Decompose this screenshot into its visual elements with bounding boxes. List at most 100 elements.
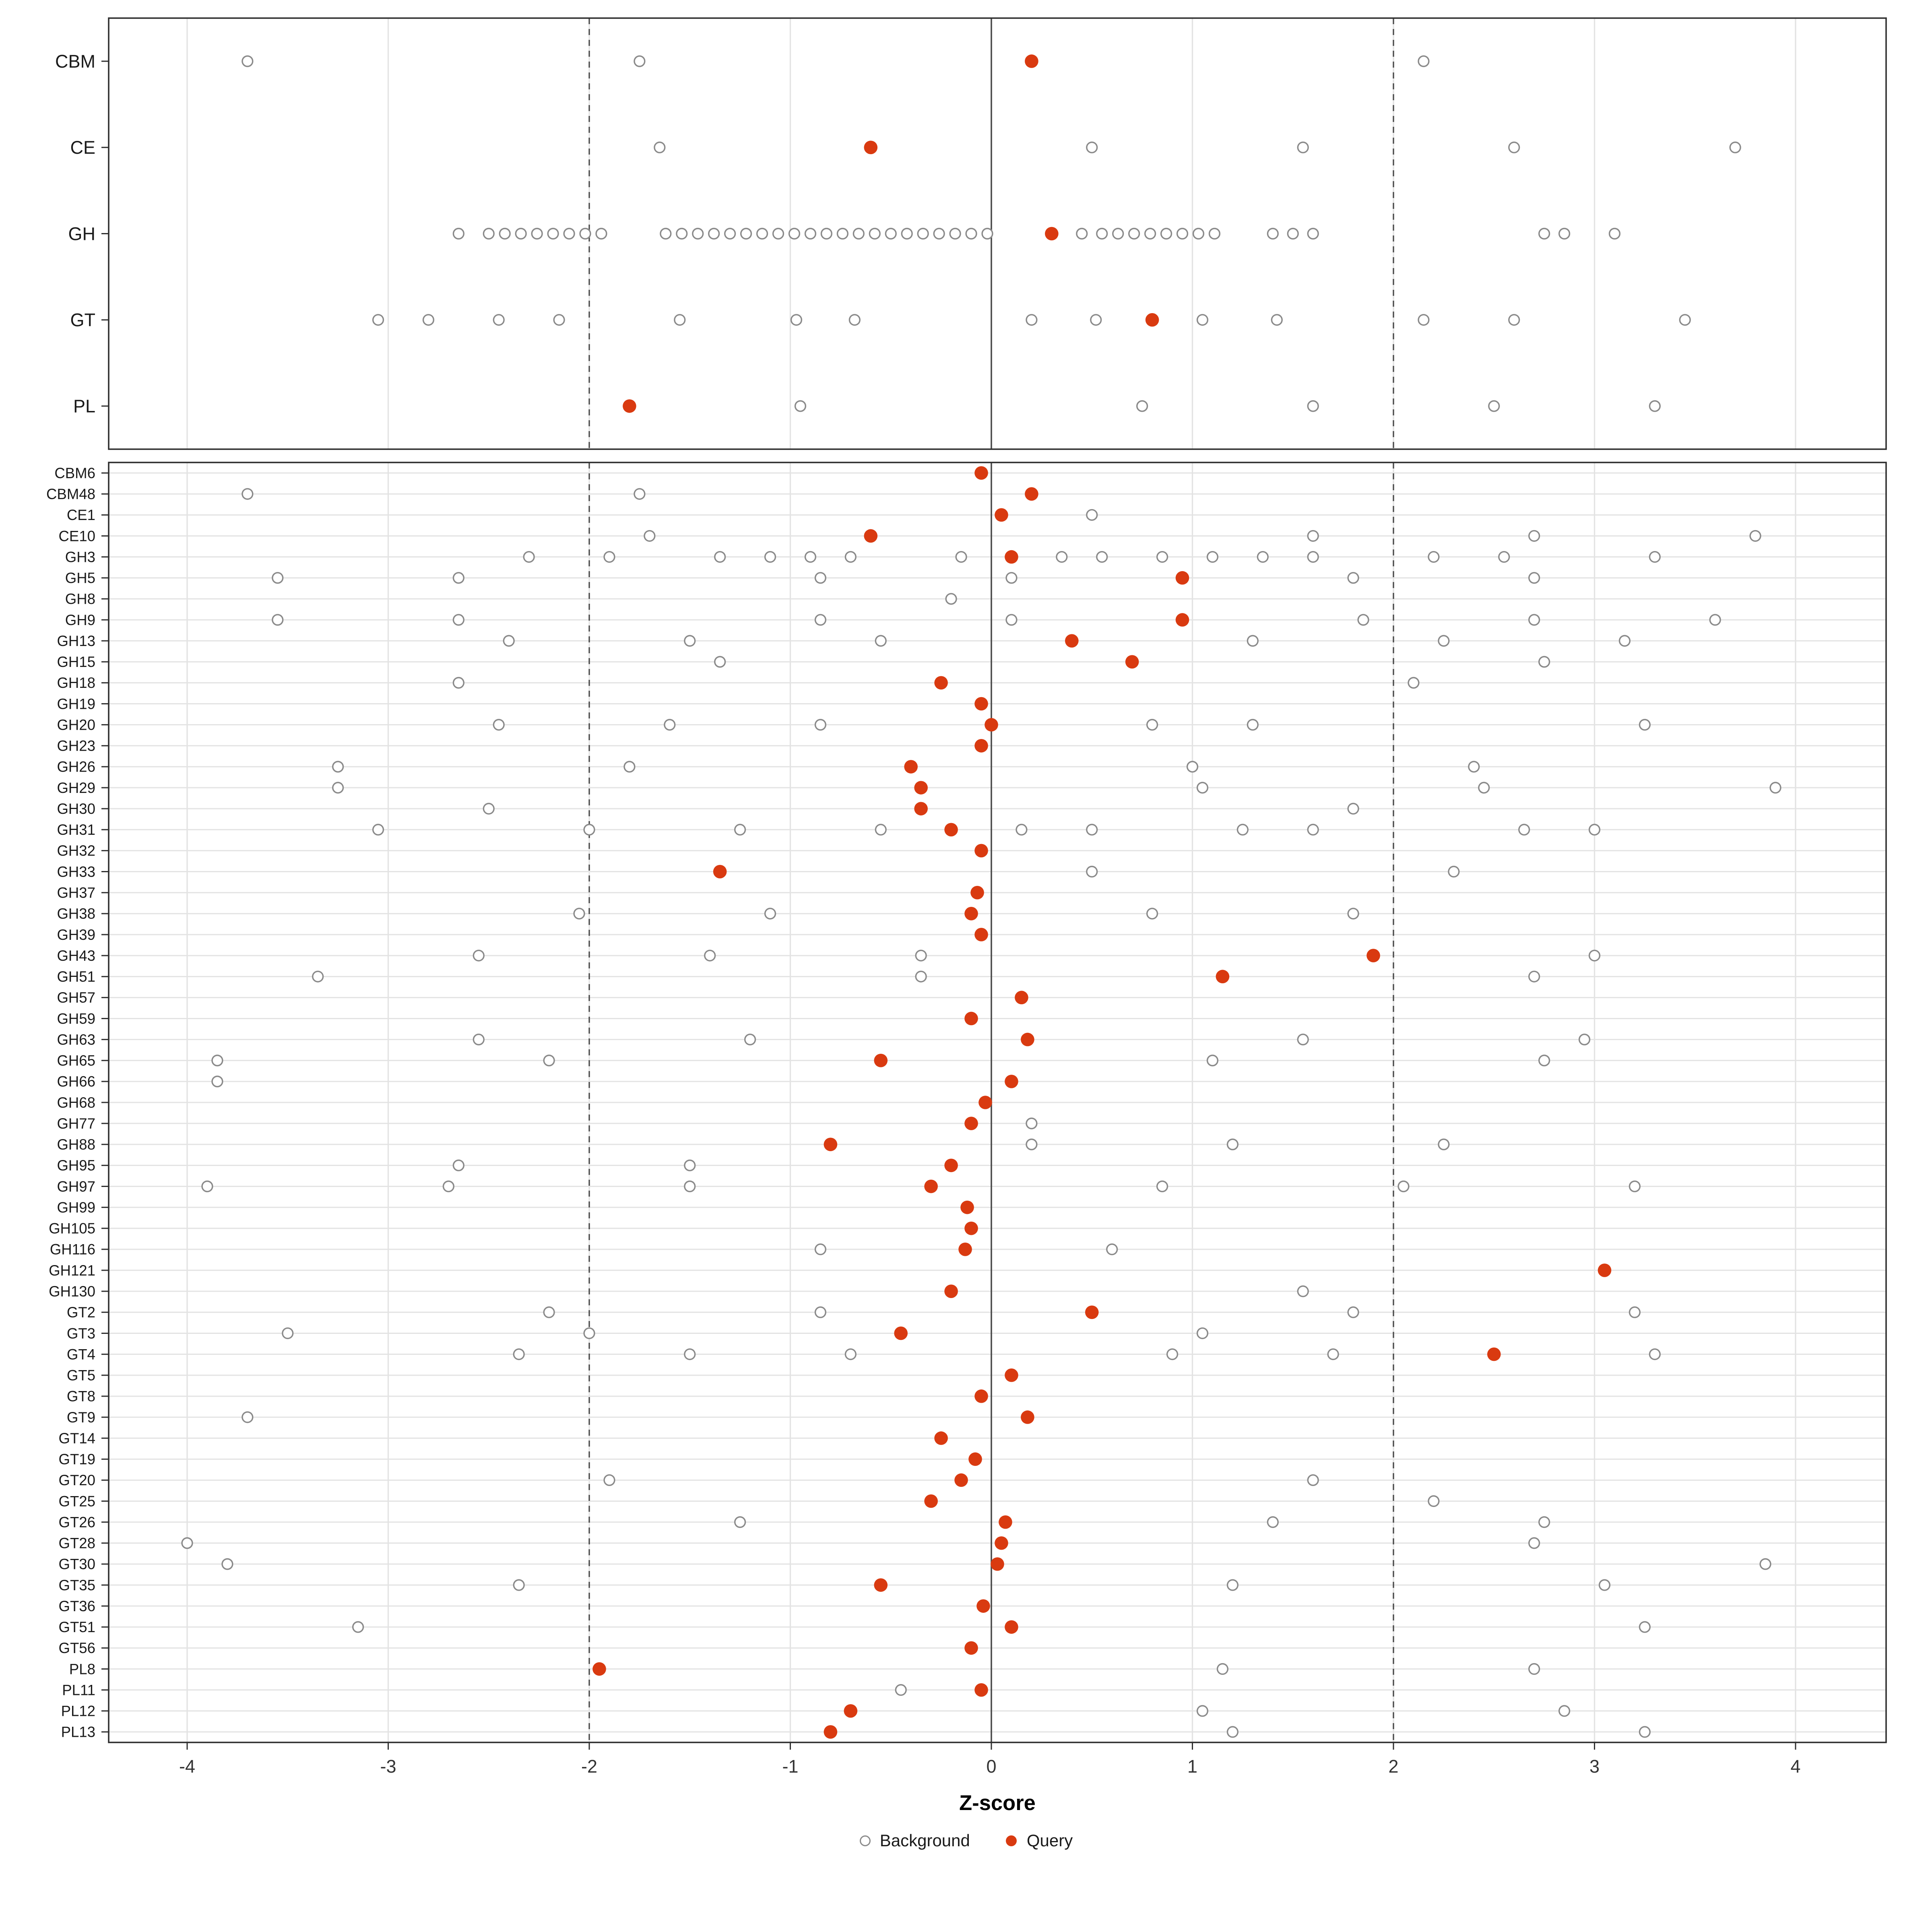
query-point [944, 823, 958, 837]
chart-canvas: CBM CE GH GT PL CBM6 CBM48 CE1 CE10 GH3 GH5 GH8 GH9 G… [46, 17, 1887, 1815]
background-point [1428, 1495, 1440, 1507]
legend: Background Query [0, 1831, 1932, 1850]
background-point [493, 719, 505, 731]
background-point [814, 1243, 827, 1255]
background-point [901, 227, 913, 240]
background-point [692, 227, 704, 240]
row-label: GT5 [67, 1367, 95, 1384]
background-point [949, 227, 961, 240]
x-tick-label: 2 [1388, 1756, 1398, 1777]
query-point [995, 1536, 1008, 1550]
background-point [1639, 1726, 1651, 1738]
query-point [1005, 1620, 1018, 1634]
background-point [1146, 719, 1158, 731]
row-label: GH30 [57, 801, 95, 817]
background-point [583, 824, 595, 836]
background-point [1528, 1537, 1540, 1549]
background-point [1307, 824, 1319, 836]
query-point [1598, 1263, 1612, 1277]
background-point [1528, 530, 1540, 542]
background-point [1090, 314, 1102, 326]
background-point [704, 949, 716, 962]
background-point [1508, 141, 1520, 153]
row-label: GH19 [57, 696, 95, 712]
x-axis-title: Z-score [959, 1791, 1036, 1815]
background-point [1208, 227, 1221, 240]
background-point [790, 314, 803, 326]
query-point [1216, 970, 1230, 984]
background-point [531, 227, 543, 240]
query-point [874, 1578, 888, 1592]
x-tick-label: -2 [581, 1756, 597, 1777]
query-point [592, 1662, 606, 1676]
background-point [1144, 227, 1156, 240]
background-point [547, 227, 559, 240]
background-point [595, 227, 607, 240]
background-point [1538, 656, 1550, 668]
background-point [543, 1306, 555, 1318]
background-point [1478, 782, 1490, 794]
background-point [503, 635, 515, 647]
background-point [1679, 314, 1691, 326]
background-point [869, 227, 881, 240]
background-point [1206, 551, 1219, 563]
row-label: GH [68, 223, 96, 244]
row-label: GH130 [49, 1283, 95, 1300]
row-label: GH38 [57, 906, 95, 922]
row-label: GT3 [67, 1325, 95, 1342]
background-point [772, 227, 784, 240]
background-point [1136, 400, 1148, 412]
row-label: GH33 [57, 863, 95, 880]
query-point [974, 844, 988, 858]
background-point [1538, 1055, 1550, 1067]
background-point [1629, 1180, 1641, 1193]
background-point [848, 314, 861, 326]
query-point [964, 1011, 978, 1026]
background-point [1649, 400, 1661, 412]
background-point [1226, 1138, 1239, 1150]
background-point [1408, 677, 1420, 689]
background-point [654, 141, 666, 153]
row-label: GH66 [57, 1073, 95, 1090]
background-point [1397, 1180, 1410, 1193]
background-point [684, 1348, 696, 1360]
background-point [1257, 551, 1269, 563]
query-point [1021, 1032, 1034, 1046]
query-point [1005, 550, 1018, 564]
query-point [944, 1158, 958, 1172]
background-point [583, 1327, 595, 1340]
row-label: GH51 [57, 968, 95, 985]
row-label: GT20 [59, 1472, 95, 1488]
background-point [603, 1474, 615, 1486]
background-point [1438, 635, 1450, 647]
query-point [964, 1221, 978, 1235]
background-point [1528, 614, 1540, 626]
background-point [211, 1055, 223, 1067]
background-point [1608, 227, 1621, 240]
background-point [684, 635, 696, 647]
background-point [660, 227, 672, 240]
background-point [740, 227, 752, 240]
background-point [573, 908, 585, 920]
query-point [864, 140, 878, 155]
background-point [875, 635, 887, 647]
x-tick-label: -1 [782, 1756, 798, 1777]
query-point [1025, 487, 1038, 501]
background-point [1327, 1348, 1339, 1360]
background-legend-label: Background [879, 1831, 970, 1850]
query-point [1021, 1410, 1034, 1424]
row-label: GH31 [57, 822, 95, 838]
panel-border [108, 17, 1887, 450]
row-label: GH105 [49, 1220, 95, 1237]
background-point [483, 227, 495, 240]
background-point [684, 1159, 696, 1172]
panel-border [108, 462, 1887, 1743]
background-point [282, 1327, 294, 1340]
row-label: CE1 [67, 507, 95, 523]
background-point [895, 1684, 907, 1696]
query-point [874, 1053, 888, 1067]
row-label: GH13 [57, 633, 95, 649]
background-point [1729, 141, 1741, 153]
query-point [713, 865, 727, 879]
query-point [954, 1473, 968, 1487]
